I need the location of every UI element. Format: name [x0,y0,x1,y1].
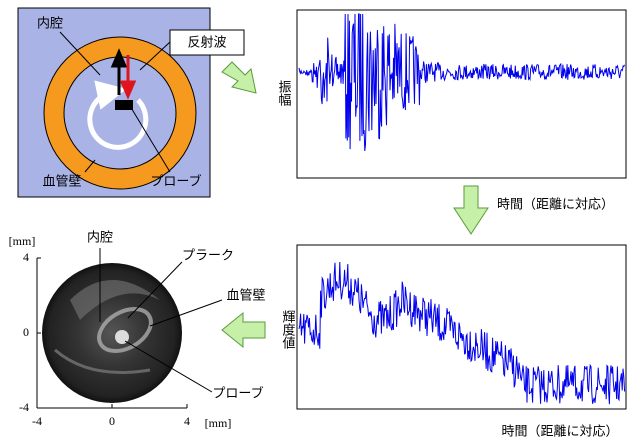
y-axis-label: 振幅 [276,80,292,107]
probe-label: プローブ [212,386,263,402]
reflected-wave-label: 反射波 [187,35,226,51]
lumen-label: 内腔 [87,230,113,246]
x-tick-label: 0 [109,414,115,428]
plaque-label: プラーク [182,249,234,264]
arrow [222,62,256,93]
arrow [454,186,488,234]
y-tick-label: 4 [23,250,29,264]
vessel-wall-label: 血管壁 [42,175,81,190]
figure: 内腔 反射波 血管壁 プローブ 時間（距離に対応） 振幅 輝度値 時間（距離に対… [0,0,628,440]
transform-label: 時間（距離に対応） [497,198,614,213]
x-tick-label: 4 [184,414,190,428]
x-axis-label: 時間（距離に対応） [501,425,618,440]
arrow [222,313,265,347]
brightness-plot [297,245,626,409]
y-unit: [mm] [9,234,36,248]
y-tick-label: 0 [23,325,29,339]
x-unit: [mm] [205,416,232,430]
amplitude-plot [297,10,626,178]
vessel-wall-label: 血管壁 [226,289,265,304]
probe-label: プローブ [150,174,201,190]
y-tick-label: -4 [19,400,29,414]
vessel-diagram: 内腔 反射波 血管壁 プローブ [18,8,244,197]
lumen-label: 内腔 [37,16,63,32]
x-tick-label: -4 [32,414,42,428]
y-axis-label: 輝度値 [280,310,296,349]
